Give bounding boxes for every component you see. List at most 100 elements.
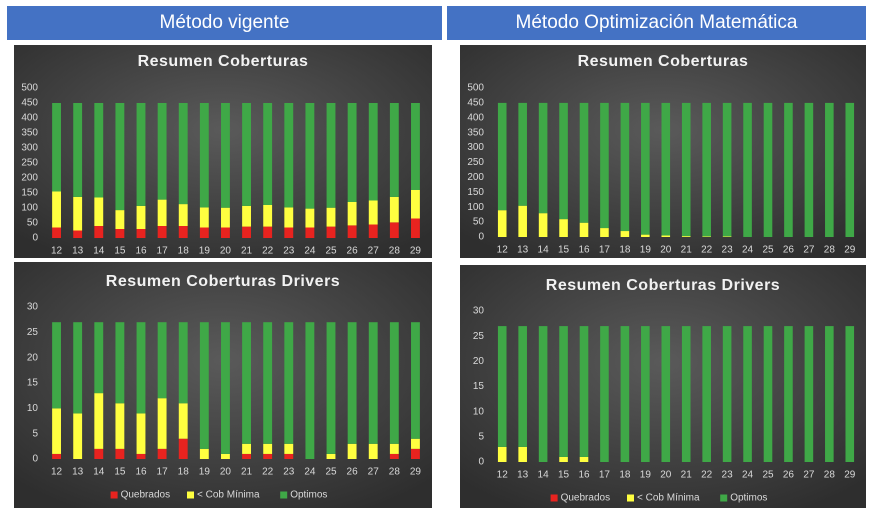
bar-segment bbox=[347, 443, 357, 459]
bar-segment bbox=[600, 102, 609, 229]
bar-segment bbox=[845, 102, 855, 238]
y-tick-label: 5 bbox=[32, 428, 38, 439]
bar-segment bbox=[94, 226, 104, 238]
bar-segment bbox=[411, 190, 420, 219]
bar-segment bbox=[620, 326, 630, 462]
bar-segment bbox=[242, 226, 251, 238]
y-tick-label: 400 bbox=[21, 113, 38, 124]
bar-segment bbox=[497, 326, 507, 447]
bar-segment bbox=[242, 103, 251, 206]
x-tick-label: 14 bbox=[538, 470, 550, 481]
bar-segment bbox=[115, 448, 125, 459]
bar-segment bbox=[73, 322, 83, 414]
y-tick-label: 200 bbox=[21, 173, 38, 184]
bar-segment bbox=[411, 438, 420, 449]
x-tick-label: 14 bbox=[93, 246, 105, 257]
x-tick-label: 21 bbox=[241, 467, 253, 478]
bar-segment bbox=[52, 103, 61, 192]
legend-swatch bbox=[110, 491, 118, 499]
bar-segment bbox=[136, 103, 146, 206]
bar-segment bbox=[94, 448, 104, 459]
bar-segment bbox=[579, 326, 589, 457]
bar-segment bbox=[199, 103, 209, 208]
bar-segment bbox=[157, 322, 167, 399]
bar-segment bbox=[389, 322, 399, 444]
x-tick-label: 20 bbox=[660, 470, 672, 481]
bar-segment bbox=[518, 446, 527, 462]
y-tick-label: 450 bbox=[21, 98, 38, 109]
y-tick-label: 450 bbox=[467, 98, 484, 109]
bar-segment bbox=[411, 218, 420, 238]
legend-swatch bbox=[627, 494, 634, 502]
y-tick-label: 0 bbox=[478, 457, 484, 468]
x-tick-label: 17 bbox=[599, 470, 611, 481]
bar-segment bbox=[411, 322, 420, 439]
legend-label: Optimos bbox=[730, 493, 767, 504]
bar-segment bbox=[389, 222, 399, 238]
bar-segment bbox=[73, 413, 83, 459]
bar-segment bbox=[368, 200, 378, 225]
x-tick-label: 27 bbox=[368, 246, 380, 257]
bar-segment bbox=[641, 326, 650, 462]
bar-segment bbox=[368, 322, 378, 444]
x-tick-label: 29 bbox=[844, 470, 856, 481]
x-tick-label: 19 bbox=[640, 245, 652, 256]
y-tick-label: 100 bbox=[21, 203, 38, 214]
x-tick-label: 13 bbox=[517, 470, 529, 481]
bar-segment bbox=[784, 102, 793, 238]
bar-segment bbox=[722, 102, 732, 237]
x-tick-label: 13 bbox=[72, 467, 84, 478]
x-tick-label: 28 bbox=[824, 470, 836, 481]
bar-segment bbox=[52, 191, 61, 228]
x-tick-label: 17 bbox=[157, 246, 169, 257]
bar-segment bbox=[326, 322, 336, 454]
bar-segment bbox=[221, 227, 230, 238]
x-tick-label: 12 bbox=[51, 246, 63, 257]
bar-segment bbox=[263, 226, 273, 238]
x-tick-label: 15 bbox=[558, 470, 570, 481]
x-tick-label: 17 bbox=[157, 467, 169, 478]
bar-segment bbox=[263, 322, 273, 444]
legend-label: Optimos bbox=[290, 490, 327, 501]
y-tick-label: 30 bbox=[27, 302, 39, 313]
x-tick-label: 29 bbox=[410, 467, 422, 478]
bar-segment bbox=[538, 326, 548, 462]
bar-segment bbox=[199, 322, 209, 449]
bar-segment bbox=[518, 102, 527, 206]
bar-segment bbox=[305, 208, 315, 228]
bar-segment bbox=[115, 103, 125, 211]
bar-segment bbox=[242, 453, 251, 459]
x-tick-label: 12 bbox=[51, 467, 63, 478]
legend-label: < Cob Mínima bbox=[197, 490, 260, 501]
bar-segment bbox=[94, 322, 104, 394]
y-tick-label: 0 bbox=[32, 233, 38, 244]
bar-segment bbox=[136, 453, 146, 459]
bar-segment bbox=[600, 228, 609, 237]
bar-segment bbox=[263, 205, 273, 227]
bar-segment bbox=[763, 326, 773, 462]
legend-swatch bbox=[187, 491, 194, 499]
bar-segment bbox=[115, 403, 125, 449]
bar-segment bbox=[389, 103, 399, 197]
bar-segment bbox=[52, 322, 61, 409]
bar-segment bbox=[763, 102, 773, 238]
y-tick-label: 20 bbox=[473, 356, 485, 367]
bar-segment bbox=[284, 207, 294, 228]
bar-segment bbox=[326, 207, 336, 227]
bar-segment bbox=[722, 236, 732, 237]
x-tick-label: 20 bbox=[220, 246, 232, 257]
header: Método Optimización Matemática bbox=[447, 6, 866, 40]
x-tick-label: 16 bbox=[135, 246, 147, 257]
y-tick-label: 150 bbox=[21, 188, 38, 199]
bar-segment bbox=[661, 102, 671, 236]
x-tick-label: 19 bbox=[640, 470, 652, 481]
bar-segment bbox=[347, 225, 357, 238]
bar-segment bbox=[825, 102, 834, 238]
x-tick-label: 18 bbox=[619, 245, 631, 256]
x-tick-label: 23 bbox=[283, 246, 295, 257]
bar-segment bbox=[136, 322, 146, 414]
bar-segment bbox=[178, 103, 188, 205]
x-tick-label: 22 bbox=[701, 470, 713, 481]
y-tick-label: 200 bbox=[467, 172, 484, 183]
bar-segment bbox=[559, 456, 568, 462]
